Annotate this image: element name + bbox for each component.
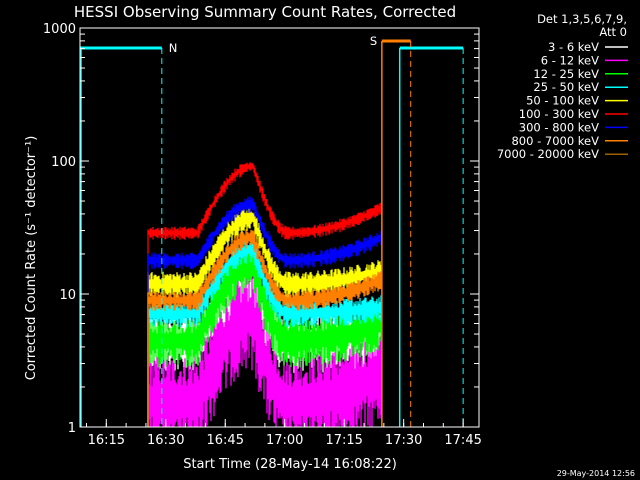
legend-label: 25 - 50 keV [533, 80, 599, 94]
plot-frame [79, 27, 480, 428]
night-label: N [169, 41, 178, 55]
y-tick-label: 10 [59, 288, 76, 303]
y-tick-label: 1000 [43, 22, 76, 37]
legend-label: 100 - 300 keV [519, 107, 599, 121]
series-line-1 [147, 270, 382, 427]
series-layer [147, 162, 382, 427]
x-tick-label: 17:30 [385, 433, 422, 448]
axis-ticks: 16:15 16:30 16:45 17:00 17:15 17:30 17:45 1 10 10… [43, 22, 482, 448]
x-tick-label: 17:15 [325, 433, 362, 448]
legend-label: 12 - 25 keV [533, 67, 599, 81]
series-line-5 [147, 162, 382, 427]
y-tick-label: 1 [68, 421, 76, 436]
chart-title: HESSI Observing Summary Count Rates, Cor… [74, 3, 456, 21]
series-line-4 [147, 207, 382, 427]
legend-header-2: Att 0 [599, 25, 627, 39]
series-line-2 [147, 245, 382, 427]
saa-label: S [370, 34, 377, 48]
x-tick-label: 17:00 [266, 433, 303, 448]
legend-label: 50 - 100 keV [526, 94, 599, 108]
x-tick-label: 16:30 [147, 433, 184, 448]
x-tick-label: 16:15 [88, 433, 125, 448]
x-axis-label: Start Time (28-May-14 16:08:22) [183, 457, 397, 472]
legend-label: 7000 - 20000 keV [497, 147, 599, 161]
legend-label: 6 - 12 keV [541, 53, 599, 67]
timestamp: 29-May-2014 12:56 [557, 469, 635, 478]
y-axis-label: Corrected Count Rate (s⁻¹ detector⁻¹) [24, 136, 39, 381]
series-line-3 [147, 237, 382, 427]
x-tick-label: 17:45 [444, 433, 481, 448]
legend-header-1: Det 1,3,5,6,7,9, [537, 12, 627, 26]
x-tick-label: 16:45 [207, 433, 244, 448]
series-line-6 [147, 196, 382, 427]
y-tick-label: 100 [51, 155, 76, 170]
series-line-7 [147, 229, 382, 427]
legend-label: 800 - 7000 keV [511, 134, 599, 148]
legend-label: 300 - 800 keV [519, 120, 599, 134]
legend-label: 3 - 6 keV [548, 40, 599, 54]
